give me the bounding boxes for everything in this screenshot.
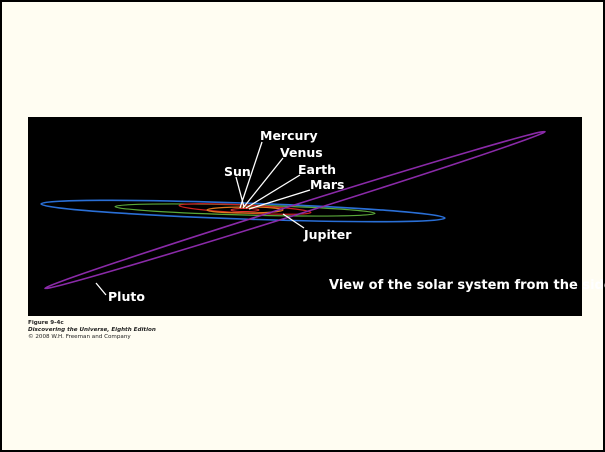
description: View of the solar system from the side [329,278,605,293]
book-title: Discovering the Universe, Eighth Edition [28,327,156,333]
label-venus: Venus [280,145,323,160]
orbits [40,130,546,290]
label-earth: Earth [298,162,336,177]
pluto-orbit [44,130,546,290]
pointers [95,141,311,296]
jupiter-orbit [206,206,284,214]
copyright: © 2008 W.H. Freeman and Company [28,333,131,340]
label-mars: Mars [310,177,344,192]
label-pluto: Pluto [108,289,145,304]
figure-number: Figure 9-4c [28,320,64,326]
label-jupiter: Jupiter [303,227,352,242]
label-mercury: Mercury [260,128,318,143]
label-sun: Sun [224,164,251,179]
inner-orbits [230,208,260,212]
